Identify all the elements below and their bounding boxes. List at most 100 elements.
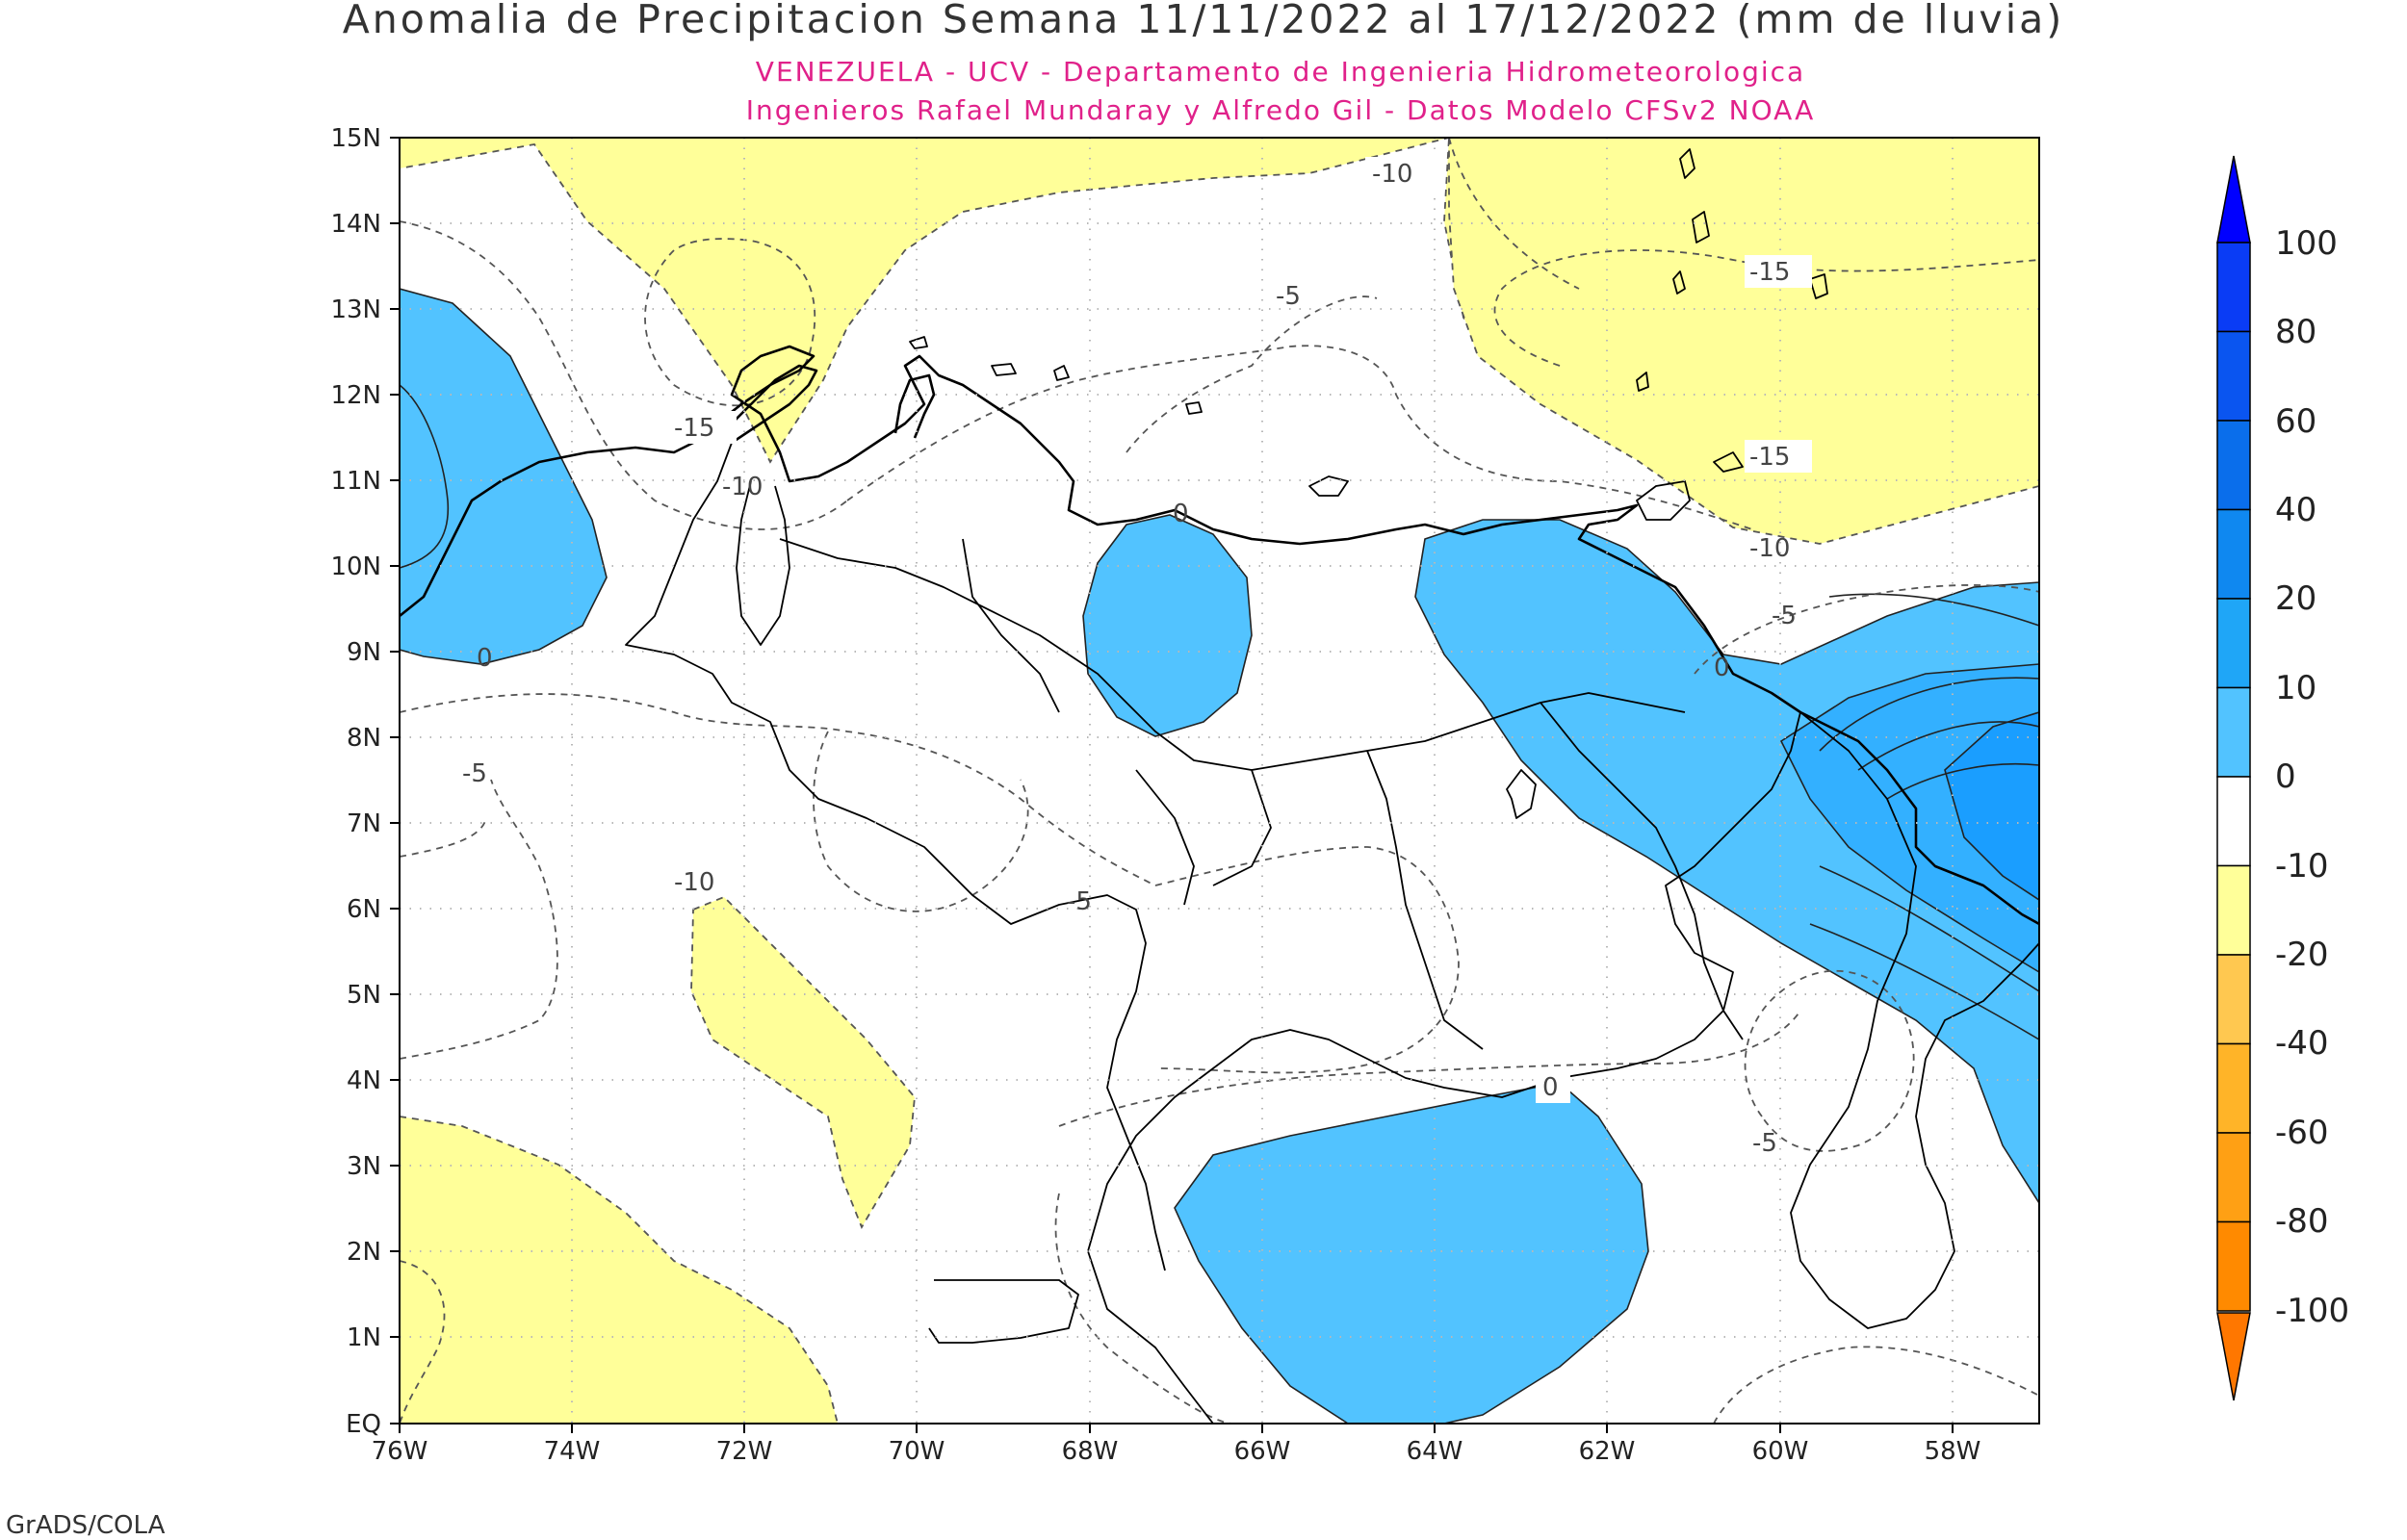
contour-label-c13: -10 — [674, 868, 714, 897]
trinidad-island — [1636, 480, 1691, 521]
lat-label: EQ — [346, 1410, 381, 1439]
lesser-antilles-islands — [1506, 148, 1828, 819]
contour-label-c14: -5 — [1067, 887, 1092, 916]
lat-label: 13N — [330, 295, 381, 324]
colorbar-segment — [2216, 776, 2251, 867]
graticule — [400, 138, 2039, 1424]
margarita-island — [1308, 475, 1349, 497]
colorbar-label: 0 — [2275, 757, 2296, 796]
colorbar-label: 80 — [2275, 313, 2316, 351]
grads-credit: GrADS/COLA — [6, 1511, 166, 1540]
latitude-axis — [390, 137, 400, 1424]
colorbar-segment — [2216, 954, 2251, 1045]
colorbar-segment — [2216, 242, 2251, 333]
colorbar-label: 40 — [2275, 491, 2316, 529]
lon-label: 74W — [544, 1437, 601, 1466]
lon-label: 62W — [1579, 1437, 1636, 1466]
colorbar-label: -80 — [2275, 1202, 2329, 1241]
negative-anomaly-regions — [400, 138, 2039, 1424]
lon-label: 60W — [1752, 1437, 1809, 1466]
lon-label: 68W — [1062, 1437, 1119, 1466]
central-north-blue-region — [1082, 514, 1253, 737]
lat-label: 5N — [347, 981, 381, 1010]
lat-label: 8N — [347, 724, 381, 753]
colorbar-label: 100 — [2275, 224, 2338, 263]
lat-label: 6N — [347, 895, 381, 924]
lat-label: 15N — [330, 124, 381, 153]
colorbar-segment — [2216, 686, 2251, 778]
venezuela-guyana-border — [1559, 711, 1801, 1079]
contour-label-c11: 0 — [1714, 654, 1730, 682]
lat-label: 7N — [347, 809, 381, 838]
lat-label: 10N — [330, 552, 381, 581]
south-blue-region — [1174, 1082, 1649, 1424]
subtitle-line-2: Ingenieros Rafael Mundaray y Alfredo Gil… — [746, 94, 1815, 126]
colorbar-segment — [2216, 330, 2251, 422]
latitude-labels: 15N 14N 13N 12N 11N 10N 9N 8N 7N 6N 5N 4… — [330, 124, 381, 1439]
colorbar-top-arrow — [2216, 155, 2251, 244]
colorbar-label: 60 — [2275, 402, 2316, 441]
colorbar-labels: 100 80 60 40 20 10 0 -10 -20 -40 -60 -80… — [2275, 224, 2349, 1330]
contour-label-c15: 0 — [1542, 1073, 1559, 1102]
dashed-contours — [400, 138, 2039, 1424]
colorbar-label: 20 — [2275, 579, 2316, 618]
contour-label-c1: -10 — [1372, 160, 1412, 189]
longitude-axis — [399, 1424, 1954, 1433]
contour-label-c7: -10 — [1749, 534, 1790, 563]
colombia-venezuela-border — [625, 442, 1166, 1271]
lat-label: 4N — [347, 1066, 381, 1095]
lon-label: 72W — [716, 1437, 773, 1466]
colorbar-segment — [2216, 420, 2251, 511]
aruba-curacao-bonaire — [909, 336, 1203, 415]
west-blue-region — [400, 288, 608, 665]
east-blue-region-20 — [1944, 711, 2039, 901]
national-borders — [625, 148, 2039, 1424]
southwest-yellow-region — [400, 1116, 839, 1424]
colorbar-label: -10 — [2275, 847, 2329, 886]
colorbar-segment — [2216, 508, 2251, 600]
contour-label-c3: -5 — [1276, 282, 1301, 311]
lat-label: 3N — [347, 1152, 381, 1181]
colorbar-segment — [2216, 1132, 2251, 1223]
contour-label-c2: -15 — [674, 414, 714, 443]
brazil-colombia-border — [928, 1279, 1079, 1344]
positive-anomaly-regions — [400, 288, 2039, 1424]
central-yellow-region — [690, 895, 916, 1230]
colorbar-label: 10 — [2275, 669, 2316, 707]
coastlines — [400, 345, 2039, 926]
lon-label: 76W — [372, 1437, 428, 1466]
venezuela-state-borders — [779, 538, 1744, 1050]
map-title: Anomalia de Precipitacion Semana 11/11/2… — [343, 0, 2065, 42]
colorbar-segments — [2216, 242, 2251, 1312]
colorbar-label: -40 — [2275, 1024, 2329, 1063]
lon-label: 64W — [1407, 1437, 1463, 1466]
lat-label: 1N — [347, 1323, 381, 1352]
colorbar: 100 80 60 40 20 10 0 -10 -20 -40 -60 -80… — [2216, 155, 2349, 1401]
guyana-suriname-outline — [1790, 711, 2039, 1329]
maracaibo-lake-outline — [736, 480, 790, 646]
la-guajira-peninsula — [726, 364, 818, 445]
longitude-labels: 76W 74W 72W 70W 68W 66W 64W 62W 60W 58W — [372, 1437, 1981, 1466]
lon-label: 66W — [1234, 1437, 1291, 1466]
east-blue-region-10 — [1779, 663, 2039, 973]
colorbar-segment — [2216, 1042, 2251, 1134]
lat-label: 12N — [330, 381, 381, 410]
contour-label-c6: -15 — [1749, 443, 1790, 472]
map-frame — [399, 137, 2040, 1424]
colorbar-label: -60 — [2275, 1114, 2329, 1152]
venezuela-brazil-border — [1087, 1029, 1561, 1424]
lat-label: 2N — [347, 1238, 381, 1267]
colorbar-label: -20 — [2275, 936, 2329, 974]
lon-label: 58W — [1925, 1437, 1981, 1466]
colorbar-segment — [2216, 598, 2251, 689]
contour-label-c12: -5 — [462, 759, 487, 788]
colorbar-label: -100 — [2275, 1292, 2349, 1330]
contour-label-c9: -5 — [1772, 602, 1797, 630]
west-inner-solid-contour — [400, 384, 450, 569]
colorbar-bottom-arrow — [2216, 1312, 2251, 1401]
contour-label-c4: -15 — [1749, 258, 1790, 287]
map-panel: -10 -15 -5 -15 -10 -15 -10 0 -5 0 0 -5 -… — [400, 138, 2039, 1424]
contour-labels: -10 -15 -5 -15 -10 -15 -10 0 -5 0 0 -5 -… — [462, 157, 1812, 1158]
colorbar-segment — [2216, 864, 2251, 956]
